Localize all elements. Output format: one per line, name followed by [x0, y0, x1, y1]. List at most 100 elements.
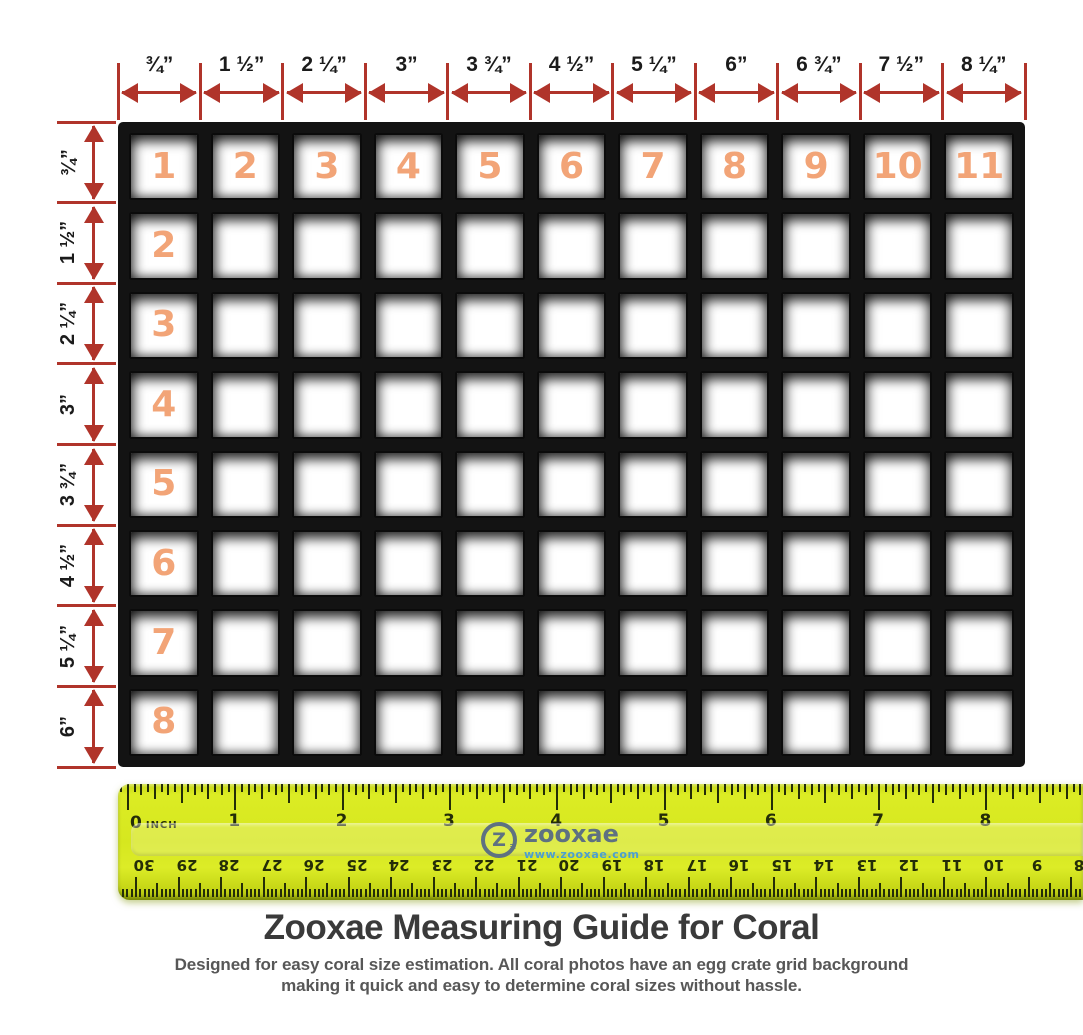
- mm-tick: [551, 889, 554, 897]
- measure-label-text: 3”: [57, 393, 80, 415]
- scale-tick: [57, 120, 116, 124]
- mm-tick: [164, 889, 167, 897]
- inch-tick: [1025, 784, 1028, 795]
- mm-tick: [908, 889, 911, 897]
- mm-tick: [883, 889, 886, 897]
- mm-tick: [224, 889, 227, 897]
- grid-cell: [701, 611, 768, 675]
- grid-cell: [620, 452, 686, 516]
- grid-cell: [783, 214, 849, 278]
- inch-tick: [529, 784, 532, 799]
- grid-cell: [701, 293, 768, 358]
- mm-tick: [649, 889, 652, 897]
- measure-arrow: [699, 91, 774, 94]
- mm-tick: [237, 889, 240, 897]
- mm-tick: [717, 889, 720, 897]
- grid-cell: [620, 531, 686, 596]
- zooxae-url-text: www.zooxae.com: [524, 848, 640, 861]
- mm-tick: [589, 889, 592, 897]
- mm-tick: [211, 889, 214, 897]
- grid-cell: [375, 373, 442, 437]
- inch-tick: [898, 784, 901, 792]
- inch-tick: [589, 784, 592, 792]
- mm-tick: [628, 889, 631, 897]
- inch-tick: [636, 784, 639, 799]
- mm-tick: [364, 889, 367, 897]
- mm-tick: [135, 877, 137, 897]
- measure-arrow: [92, 609, 95, 683]
- inch-tick: [475, 784, 478, 799]
- cell-number: 4: [151, 383, 177, 425]
- grid-cell: 3: [131, 293, 197, 358]
- inch-tick: [958, 784, 961, 799]
- inch-tick: [703, 784, 706, 795]
- mm-tick: [942, 877, 945, 897]
- mm-tick: [904, 889, 907, 897]
- grid-cell: [783, 293, 849, 358]
- inch-tick: [837, 784, 840, 795]
- mm-tick: [760, 889, 763, 897]
- inch-tick: [911, 784, 914, 792]
- inch-tick: [495, 784, 498, 792]
- inch-tick: [918, 784, 921, 795]
- grid-cell: [294, 293, 360, 358]
- inch-tick: [1012, 784, 1015, 799]
- scale-tick: [57, 281, 116, 285]
- cm-number: 13: [856, 856, 878, 874]
- inch-tick: [1059, 784, 1062, 792]
- cell-number: 11: [954, 145, 1005, 187]
- inch-tick: [992, 784, 995, 792]
- inch-tick: [878, 784, 881, 810]
- cell-number: 5: [477, 145, 503, 187]
- mm-tick: [126, 889, 129, 897]
- grid-cell: [783, 373, 849, 437]
- mm-tick: [547, 889, 550, 897]
- mm-tick: [598, 889, 601, 897]
- mm-tick: [738, 889, 741, 897]
- mm-tick: [611, 889, 614, 897]
- inch-number: 2: [335, 811, 348, 831]
- mm-tick: [981, 889, 984, 897]
- inch-tick: [469, 784, 472, 792]
- inch-tick: [422, 784, 425, 799]
- measure-label: 1 ½”: [218, 53, 265, 76]
- mm-tick: [411, 883, 414, 897]
- mm-tick: [968, 889, 971, 897]
- mm-tick: [934, 889, 937, 897]
- mm-tick: [764, 889, 767, 897]
- inch-tick: [200, 784, 203, 792]
- inch-tick: [998, 784, 1001, 795]
- scale-tick: [57, 362, 116, 366]
- mm-tick: [220, 877, 223, 897]
- subtitle-line-2: making it quick and easy to determine co…: [281, 976, 802, 995]
- mm-tick: [198, 883, 201, 897]
- mm-tick: [602, 877, 605, 897]
- cm-number: 28: [218, 856, 240, 874]
- inch-tick: [187, 784, 190, 792]
- mm-tick: [152, 889, 154, 897]
- measure-label: 6 ¾”: [796, 53, 842, 76]
- inch-tick: [194, 784, 197, 795]
- inch-tick: [314, 784, 317, 799]
- mm-tick: [381, 889, 384, 897]
- grid-cell: [946, 690, 1012, 754]
- grid-cell: [212, 373, 279, 437]
- inch-tick: [1032, 784, 1035, 792]
- mm-tick: [794, 883, 797, 897]
- mm-tick: [870, 889, 873, 897]
- mm-tick: [292, 889, 295, 897]
- grid-cell: [701, 214, 768, 278]
- grid-cell: [375, 214, 442, 278]
- mm-tick: [917, 889, 920, 897]
- cm-number: 22: [473, 856, 495, 874]
- cell-number: 2: [151, 225, 177, 267]
- inch-tick: [482, 784, 485, 792]
- mm-tick: [951, 889, 954, 897]
- mm-tick: [696, 889, 699, 897]
- cm-number: 12: [898, 856, 920, 874]
- grid-cell: 2: [131, 214, 197, 278]
- mm-tick: [1053, 889, 1056, 897]
- mm-tick: [458, 889, 461, 897]
- mm-tick: [938, 889, 941, 897]
- mm-tick: [845, 889, 848, 897]
